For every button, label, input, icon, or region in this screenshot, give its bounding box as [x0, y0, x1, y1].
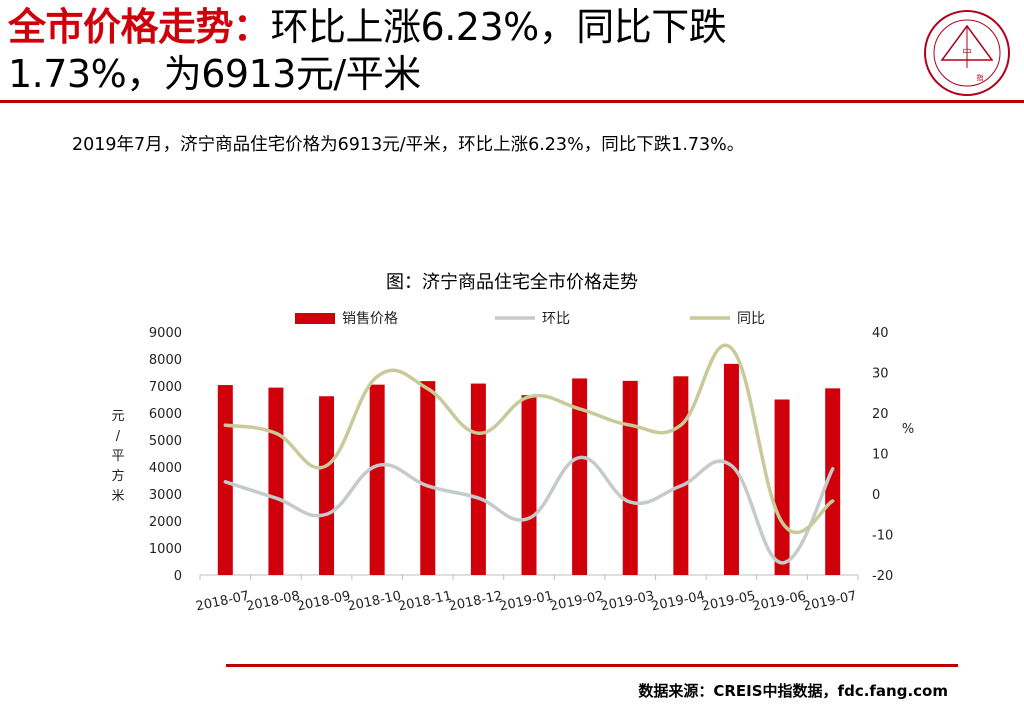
bar-sales-price [470, 383, 486, 575]
y2-axis-label: % [902, 422, 914, 437]
line-yoy [223, 343, 835, 535]
chart-title: 图：济宁商品住宅全市价格走势 [386, 272, 638, 293]
bar-sales-price [319, 396, 335, 575]
x-tick-label: 2018-09 [296, 589, 352, 615]
bar-sales-price [420, 381, 436, 575]
bar-sales-price [268, 387, 284, 575]
legend-label: 环比 [542, 311, 570, 327]
china-index-academy-seal-icon: 中 指 [924, 10, 1010, 96]
svg-text:指: 指 [977, 73, 984, 82]
summary-text: 2019年7月，济宁商品住宅价格为6913元/平米，环比上涨6.23%，同比下跌… [72, 135, 745, 155]
bar-sales-price [572, 378, 588, 575]
x-tick-label: 2019-01 [498, 589, 554, 615]
bar-sales-price [673, 376, 689, 575]
x-tick-label: 2019-04 [650, 589, 706, 615]
y-axis-label-char: 米 [111, 489, 124, 504]
x-tick-label: 2018-08 [245, 589, 301, 615]
headline: 全市价格走势：环比上涨6.23%，同比下跌 1.73%，为6913元/平米 [8, 4, 908, 98]
data-source: 数据来源：CREIS中指数据，fdc.fang.com [638, 682, 948, 700]
y2-tick-label: 10 [872, 448, 889, 463]
y2-tick-label: -20 [872, 569, 893, 584]
bottom-divider [226, 664, 958, 667]
legend-label: 同比 [737, 311, 765, 327]
y-axis-label-char: 方 [111, 468, 124, 484]
y-tick-label: 0 [174, 569, 182, 584]
x-tick-label: 2018-10 [346, 589, 402, 615]
x-tick-label: 2018-07 [194, 589, 250, 615]
line-mom [223, 455, 835, 565]
y-tick-label: 8000 [149, 353, 182, 368]
y2-tick-label: -10 [872, 529, 893, 544]
x-tick-label: 2019-07 [802, 589, 858, 615]
x-tick-label: 2019-03 [599, 589, 655, 615]
y-axis-label-char: / [116, 429, 121, 444]
bar-sales-price [774, 399, 790, 575]
price-trend-chart: 0 1000 2000 3000 4000 5000 6000 7000 8000 9000 -20… [111, 311, 914, 615]
bar-sales-price [622, 380, 638, 575]
x-tick-label: 2019-02 [549, 589, 605, 615]
title-divider [0, 100, 1024, 103]
headline-accent: 全市价格走势： [8, 5, 271, 49]
legend-swatch-bar [295, 313, 335, 324]
bar-sales-price [723, 363, 739, 575]
y2-tick-label: 0 [872, 488, 880, 503]
x-tick-label: 2018-11 [397, 589, 453, 615]
y-tick-label: 3000 [149, 488, 182, 503]
y2-tick-label: 20 [872, 407, 889, 422]
bar-sales-price [369, 384, 385, 575]
x-tick-label: 2019-05 [701, 589, 757, 615]
y-tick-label: 1000 [149, 542, 182, 557]
y-tick-label: 2000 [149, 515, 182, 530]
headline-rest: 环比上涨6.23%，同比下跌 [270, 5, 727, 49]
y2-tick-label: 40 [872, 326, 889, 341]
y-tick-label: 7000 [149, 380, 182, 395]
y-axis-label-char: 元 [111, 409, 124, 424]
svg-text:中: 中 [962, 46, 971, 58]
y2-tick-label: 30 [872, 367, 889, 382]
y-axis-label-char: 平 [111, 449, 124, 464]
x-tick-label: 2018-12 [448, 589, 504, 615]
x-tick-label: 2019-06 [751, 589, 807, 615]
headline-line-1: 全市价格走势：环比上涨6.23%，同比下跌 [8, 4, 908, 51]
bar-sales-price [825, 388, 841, 575]
legend-label: 销售价格 [342, 311, 398, 327]
bar-sales-price [217, 385, 233, 575]
bar-sales-price [521, 395, 537, 575]
y-tick-label: 6000 [149, 407, 182, 422]
y-tick-label: 4000 [149, 461, 182, 476]
y-tick-label: 5000 [149, 434, 182, 449]
y-tick-label: 9000 [149, 326, 182, 341]
headline-line-2: 1.73%，为6913元/平米 [8, 52, 421, 96]
